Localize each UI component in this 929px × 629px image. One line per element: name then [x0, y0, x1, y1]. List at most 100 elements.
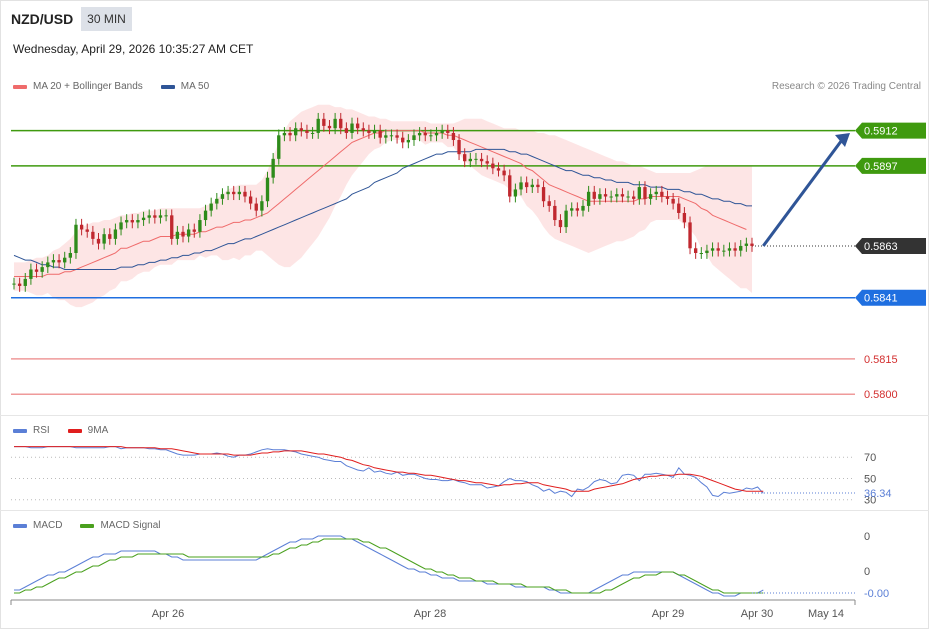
candle — [575, 208, 580, 211]
candle — [130, 220, 134, 223]
x-tick-label: Apr 29 — [652, 608, 684, 620]
candle — [85, 229, 89, 232]
rsi-tick-label: 30 — [864, 495, 876, 507]
candle — [361, 128, 365, 131]
candle — [632, 196, 636, 199]
candle — [598, 194, 602, 199]
candle — [136, 220, 140, 223]
bollinger-band — [14, 104, 752, 308]
candle — [23, 278, 27, 286]
candle — [457, 140, 461, 155]
candle — [282, 132, 287, 136]
x-tick-label: Apr 28 — [414, 608, 446, 620]
macd-tick-label: 0 — [864, 531, 870, 543]
candle — [372, 130, 377, 133]
candle — [339, 118, 343, 129]
rsi-line — [14, 446, 764, 498]
candle — [586, 191, 591, 206]
candle — [395, 135, 399, 138]
candle — [722, 250, 726, 252]
timeframe-button[interactable]: 30 MIN — [81, 7, 132, 31]
candle — [91, 231, 95, 239]
level-label: 0.5841 — [864, 293, 898, 305]
candle — [333, 118, 337, 129]
level-tag — [855, 289, 926, 306]
level-label: 0.5815 — [864, 354, 898, 366]
candle — [305, 130, 309, 133]
level-label: 0.5800 — [864, 389, 898, 401]
macd-signal-line — [14, 538, 764, 594]
candle — [468, 158, 472, 162]
candle — [474, 158, 478, 160]
candle — [96, 238, 101, 244]
candle — [660, 191, 664, 197]
x-tick-label: Apr 30 — [741, 608, 773, 620]
rsi-tick-label: 50 — [864, 473, 876, 485]
candle — [271, 158, 275, 178]
candle — [68, 253, 73, 258]
macd-legend: MACD MACD Signal — [13, 520, 160, 531]
macd-swatch — [13, 523, 27, 528]
candle — [423, 132, 427, 136]
candle — [51, 260, 56, 263]
candle — [620, 194, 625, 197]
candle — [170, 215, 174, 239]
main-legend: MA 20 + Bollinger Bands MA 50 — [13, 81, 209, 92]
rsi-tick-label: 70 — [864, 452, 876, 464]
level-tag — [855, 157, 926, 174]
candle — [547, 201, 551, 206]
candle — [215, 198, 219, 204]
level-tag — [855, 122, 926, 139]
candle — [648, 194, 653, 199]
candle — [463, 154, 467, 162]
candle — [355, 123, 360, 129]
candle — [677, 203, 681, 213]
ma50-line — [13, 148, 752, 270]
candle — [254, 203, 258, 211]
candle — [34, 269, 39, 272]
macd-legend-label: MACD — [33, 520, 63, 531]
candle — [119, 222, 123, 230]
candle — [446, 130, 450, 133]
candle — [102, 234, 106, 244]
candle — [485, 161, 489, 164]
candle — [124, 220, 129, 223]
target-arrow-line — [762, 139, 844, 247]
candle — [299, 128, 303, 131]
candle — [232, 191, 236, 195]
candle — [592, 191, 596, 199]
rsi-swatch — [13, 428, 27, 433]
candle — [108, 234, 112, 239]
candle — [665, 196, 670, 199]
target-arrow-head — [835, 132, 850, 147]
candle — [401, 137, 405, 143]
candle — [367, 130, 371, 133]
candle — [716, 248, 720, 251]
level-tag — [855, 237, 926, 254]
candle — [570, 208, 574, 211]
candle — [536, 184, 540, 188]
rsi-last-label: 36.34 — [864, 488, 892, 500]
candle — [17, 283, 22, 286]
candle — [12, 283, 16, 285]
candle — [203, 210, 208, 221]
candle — [192, 229, 196, 232]
candle — [158, 215, 163, 218]
candle — [29, 269, 33, 279]
candle — [327, 125, 332, 129]
macd-divider — [0, 510, 929, 511]
candle — [389, 135, 394, 137]
candle — [744, 243, 749, 246]
datetime-label: Wednesday, April 29, 2026 10:35:27 AM CE… — [13, 42, 254, 56]
rsi-ma-swatch — [67, 428, 82, 433]
candle — [40, 267, 44, 272]
copyright-label: Research © 2026 Trading Central — [771, 81, 921, 92]
candle — [243, 191, 247, 197]
candle — [164, 215, 168, 217]
candle — [733, 248, 737, 251]
level-label: 0.5912 — [864, 126, 898, 138]
candle — [705, 250, 709, 253]
candle — [434, 132, 439, 136]
